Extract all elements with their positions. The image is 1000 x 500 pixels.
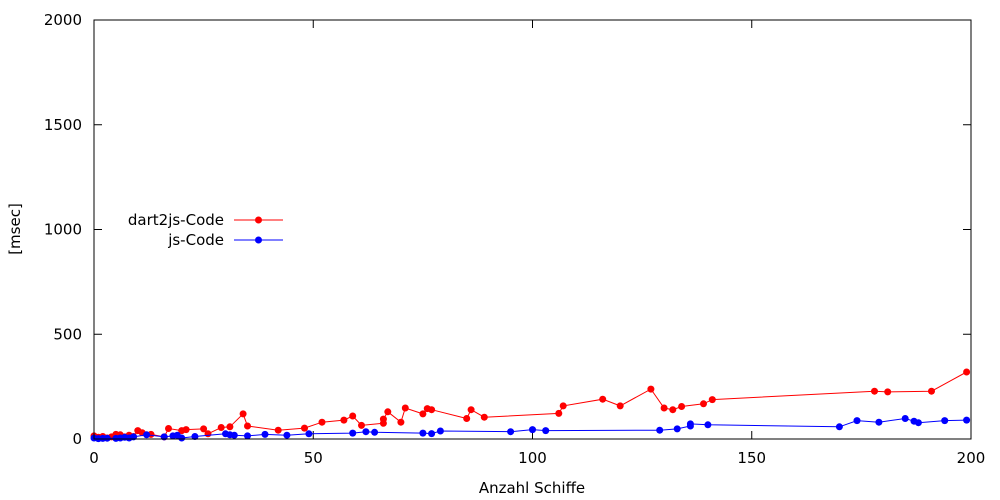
data-point <box>379 415 387 423</box>
data-point <box>708 396 716 404</box>
data-point <box>529 426 536 434</box>
data-point <box>419 410 427 418</box>
x-tick-label: 150 <box>737 449 766 467</box>
data-point <box>371 428 379 436</box>
data-point <box>244 432 251 440</box>
x-axis-label: Anzahl Schiffe <box>479 479 585 497</box>
data-point <box>349 412 357 420</box>
data-point <box>875 418 883 426</box>
x-tick-label: 50 <box>304 449 323 467</box>
y-tick-label: 0 <box>72 430 82 448</box>
legend-marker <box>255 236 262 244</box>
data-point <box>941 417 949 425</box>
data-point <box>656 426 664 434</box>
y-axis-label: [msec] <box>6 203 24 255</box>
data-point <box>178 434 186 442</box>
data-point <box>616 402 624 410</box>
data-point <box>507 428 515 436</box>
data-point <box>428 430 436 438</box>
data-point <box>467 406 475 414</box>
data-point <box>963 368 971 376</box>
x-tick-label: 0 <box>89 449 99 467</box>
data-point <box>914 419 922 427</box>
data-point <box>318 418 326 426</box>
data-point <box>217 424 225 431</box>
data-point <box>463 415 471 422</box>
data-point <box>901 415 909 422</box>
data-point <box>204 430 212 438</box>
data-point <box>853 417 861 425</box>
data-point <box>542 427 550 435</box>
series-layer <box>90 368 971 443</box>
x-tick-label: 200 <box>957 449 986 467</box>
data-point <box>230 431 238 439</box>
data-point <box>673 425 681 433</box>
data-point <box>871 387 878 395</box>
y-tick-label: 1000 <box>44 221 82 239</box>
data-point <box>191 433 199 440</box>
data-point <box>428 406 436 414</box>
data-point <box>686 420 694 428</box>
legend: dart2js-Code js-Code <box>128 211 283 249</box>
data-point <box>884 388 892 396</box>
data-point <box>647 385 655 393</box>
data-point <box>283 431 291 439</box>
data-point <box>401 404 409 412</box>
data-point <box>669 406 677 414</box>
legend-marker <box>255 216 262 224</box>
data-point <box>963 416 971 424</box>
data-point <box>182 426 190 434</box>
data-point <box>480 413 488 421</box>
data-point <box>274 426 282 434</box>
data-point <box>559 402 567 410</box>
data-point <box>835 423 843 431</box>
y-tick-label: 1500 <box>44 116 82 134</box>
data-point <box>103 434 111 442</box>
data-point <box>704 421 712 429</box>
data-point <box>678 403 686 410</box>
data-point <box>340 416 348 424</box>
data-point <box>165 425 172 432</box>
data-point <box>349 429 357 437</box>
data-point <box>261 430 269 438</box>
data-point <box>555 409 563 417</box>
legend-label: dart2js-Code <box>128 211 224 229</box>
plot-frame <box>93 19 972 440</box>
y-tick-label: 2000 <box>44 11 82 29</box>
data-point <box>244 422 251 430</box>
data-point <box>660 404 668 412</box>
data-point <box>397 418 405 426</box>
y-tick-label: 500 <box>53 325 82 343</box>
data-point <box>436 427 444 435</box>
legend-label: js-Code <box>167 231 224 249</box>
x-tick-label: 100 <box>518 449 547 467</box>
data-point <box>226 423 234 431</box>
axis-ticks <box>93 19 972 440</box>
data-point <box>239 410 247 418</box>
data-point <box>200 425 208 433</box>
data-point <box>419 429 427 437</box>
data-point <box>362 428 370 436</box>
data-point <box>358 421 365 429</box>
data-point <box>599 395 607 403</box>
data-point <box>143 431 151 439</box>
data-point <box>384 408 392 416</box>
data-point <box>301 424 308 432</box>
data-point <box>700 400 707 408</box>
data-point <box>928 387 935 395</box>
data-point <box>305 430 313 438</box>
